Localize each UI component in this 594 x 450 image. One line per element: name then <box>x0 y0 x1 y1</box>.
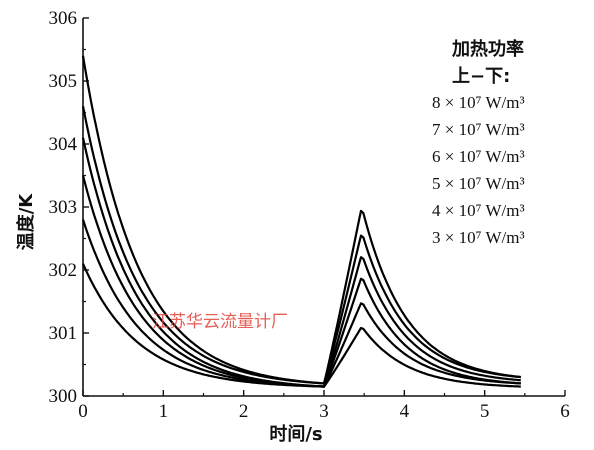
axes: 0 1 2 3 4 5 6 300 301 302 303 304 305 306 <box>49 8 570 422</box>
legend-entries: 8 × 10⁷ W/m³ 7 × 10⁷ W/m³ 6 × 10⁷ W/m³ 5 × … <box>432 93 525 247</box>
series-layer <box>81 55 521 388</box>
x-tick-label: 3 <box>319 401 329 422</box>
legend-entry: 6 × 10⁷ W/m³ <box>432 147 525 166</box>
legend-entry: 5 × 10⁷ W/m³ <box>432 174 525 193</box>
series-line-2 <box>81 105 521 385</box>
y-axis-title: 温度/K <box>15 193 37 251</box>
legend-entry: 3 × 10⁷ W/m³ <box>432 228 525 247</box>
legend-entry: 4 × 10⁷ W/m³ <box>432 201 525 220</box>
legend-entry: 8 × 10⁷ W/m³ <box>432 93 525 112</box>
watermark: 江苏华云流量计厂 <box>152 312 288 332</box>
legend: 加热功率 上−下: 8 × 10⁷ W/m³ 7 × 10⁷ W/m³ 6 × 10… <box>432 38 525 247</box>
legend-subtitle: 上−下: <box>452 66 510 87</box>
legend-title: 加热功率 <box>451 38 524 60</box>
y-tick-label: 306 <box>49 8 78 29</box>
y-tick-label: 301 <box>49 323 78 344</box>
x-axis-title: 时间/s <box>269 424 322 445</box>
y-tick-label: 305 <box>49 71 78 92</box>
x-tick-label: 0 <box>78 401 88 422</box>
x-tick-label: 1 <box>159 401 169 422</box>
y-tick-label: 300 <box>49 386 78 407</box>
x-tick-label: 6 <box>560 401 570 422</box>
y-tick-label: 304 <box>49 134 78 155</box>
legend-entry: 7 × 10⁷ W/m³ <box>432 120 525 139</box>
x-tick-label: 2 <box>239 401 249 422</box>
x-tick-label: 4 <box>400 401 410 422</box>
series-line-6 <box>81 263 521 388</box>
y-tick-label: 303 <box>49 197 78 218</box>
y-tick-label: 302 <box>49 260 78 281</box>
x-tick-label: 5 <box>480 401 490 422</box>
